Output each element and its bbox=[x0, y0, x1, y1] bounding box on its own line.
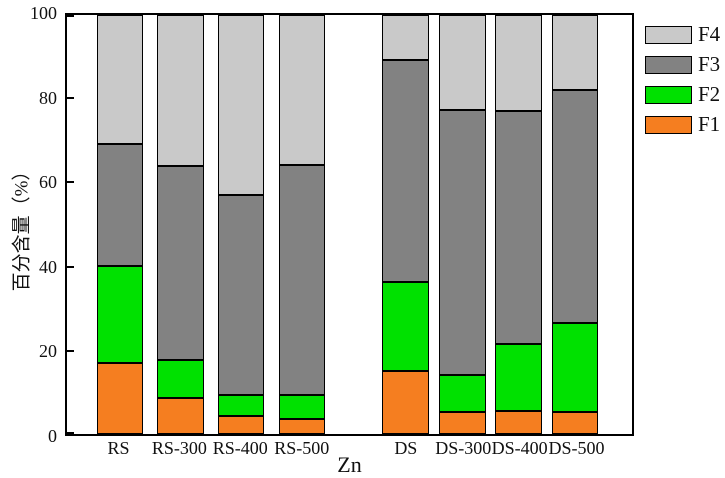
bar-segment-f4-rs-500 bbox=[278, 15, 326, 166]
bar-segment-f4-ds-400 bbox=[495, 15, 542, 111]
legend-item-f1: F1 bbox=[645, 114, 720, 135]
legend-label-f4: F4 bbox=[698, 22, 721, 46]
legend-label-f1: F1 bbox=[698, 112, 721, 136]
x-tick-label-rs: RS bbox=[107, 438, 130, 458]
x-tick-label-ds: DS bbox=[394, 438, 418, 458]
y-tick-mark-20 bbox=[67, 350, 74, 353]
bar-segment-f2-ds bbox=[382, 281, 429, 372]
bar-segment-f2-ds-400 bbox=[495, 343, 542, 411]
bar-segment-f1-ds-500 bbox=[551, 412, 599, 434]
bar-segment-f4-ds bbox=[382, 15, 429, 60]
x-tick-label-ds-500: DS-500 bbox=[548, 438, 605, 458]
bar-segment-f4-ds-500 bbox=[551, 15, 599, 91]
legend-swatch-f1 bbox=[645, 115, 692, 134]
x-tick-label-rs-300: RS-300 bbox=[151, 438, 207, 458]
x-tick-label-rs-500: RS-500 bbox=[274, 438, 330, 458]
bar-segment-f3-rs-400 bbox=[217, 195, 265, 396]
bar-segment-f4-ds-300 bbox=[439, 15, 486, 110]
y-tick-mark-40 bbox=[67, 265, 74, 268]
legend-swatch-f3 bbox=[645, 55, 692, 74]
bar-segment-f4-rs-300 bbox=[157, 15, 204, 166]
y-tick-mark-80 bbox=[67, 96, 74, 99]
bar-segment-f3-ds bbox=[382, 59, 429, 282]
y-tick-label-40: 40 bbox=[39, 256, 57, 277]
y-tick-mark-60 bbox=[67, 181, 74, 184]
bar-segment-f1-rs-300 bbox=[157, 397, 204, 434]
y-axis-label: 百分含量（%） bbox=[11, 161, 33, 292]
bar-segment-f4-rs bbox=[96, 15, 144, 144]
bar-segment-f3-ds-500 bbox=[551, 90, 599, 324]
bar-segment-f3-rs-500 bbox=[278, 165, 326, 396]
legend-item-f2: F2 bbox=[645, 84, 720, 105]
bar-segment-f2-rs-500 bbox=[278, 395, 326, 419]
bar-segment-f2-rs-300 bbox=[157, 360, 204, 398]
legend: F4 F3 F2 F1 bbox=[645, 24, 720, 144]
bar-segment-f1-rs bbox=[96, 363, 144, 434]
bar-segment-f2-ds-300 bbox=[439, 374, 486, 412]
x-tick-label-rs-400: RS-400 bbox=[212, 438, 268, 458]
y-tick-mark-0 bbox=[67, 432, 74, 434]
y-tick-label-60: 60 bbox=[39, 172, 57, 193]
y-tick-label-0: 0 bbox=[48, 426, 57, 446]
bar-segment-f3-ds-400 bbox=[495, 110, 542, 344]
bar-segment-f3-ds-300 bbox=[439, 109, 486, 375]
bar-segment-f3-rs bbox=[96, 143, 144, 267]
legend-swatch-f4 bbox=[645, 25, 692, 44]
y-tick-mark-100 bbox=[67, 15, 74, 17]
legend-swatch-f2 bbox=[645, 85, 692, 104]
legend-item-f4: F4 bbox=[645, 24, 720, 45]
x-tick-label-ds-300: DS-300 bbox=[435, 438, 492, 458]
legend-item-f3: F3 bbox=[645, 54, 720, 75]
legend-label-f3: F3 bbox=[698, 52, 721, 76]
y-tick-label-100: 100 bbox=[30, 3, 57, 23]
x-axis-label: Zn bbox=[337, 452, 362, 477]
bar-segment-f1-ds-400 bbox=[495, 410, 542, 434]
bar-segment-f4-rs-400 bbox=[217, 15, 265, 196]
y-tick-label-80: 80 bbox=[39, 87, 57, 108]
x-tick-label-ds-400: DS-400 bbox=[491, 438, 548, 458]
bar-segment-f1-rs-400 bbox=[217, 415, 265, 434]
bar-segment-f1-ds bbox=[382, 371, 429, 434]
bar-segment-f1-ds-300 bbox=[439, 411, 486, 434]
bar-segment-f2-ds-500 bbox=[551, 323, 599, 413]
bar-segment-f2-rs bbox=[96, 266, 144, 364]
bar-segment-f3-rs-300 bbox=[157, 165, 204, 361]
legend-label-f2: F2 bbox=[698, 82, 721, 106]
bar-segment-f1-rs-500 bbox=[278, 418, 326, 434]
plot-area bbox=[65, 13, 634, 436]
bar-segment-f2-rs-400 bbox=[217, 395, 265, 416]
y-tick-label-20: 20 bbox=[39, 341, 57, 362]
